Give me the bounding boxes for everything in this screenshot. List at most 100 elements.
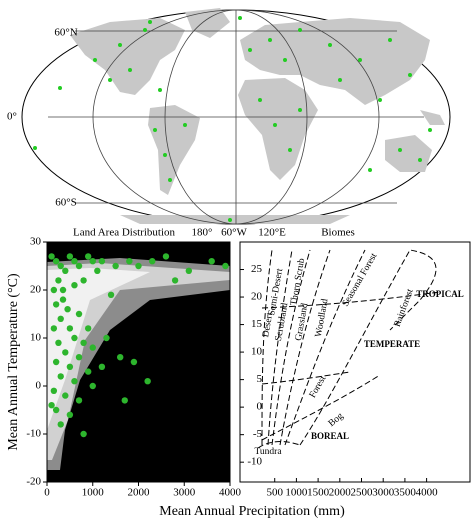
world-map: 60°N 0° 60°S 180° 60°W 120°E bbox=[7, 8, 451, 239]
data-point bbox=[144, 378, 151, 385]
biome-label: Desert bbox=[261, 312, 275, 339]
x-tick-label: 1000 bbox=[82, 487, 105, 499]
data-point bbox=[57, 373, 64, 380]
chart-title: Land Area Distribution bbox=[73, 227, 176, 239]
data-point bbox=[52, 358, 60, 366]
data-point bbox=[84, 368, 92, 375]
y-tick-label: -5 bbox=[253, 428, 263, 440]
biome-label: TEMPERATE bbox=[364, 339, 420, 349]
data-point bbox=[71, 282, 78, 289]
data-point bbox=[75, 397, 83, 404]
biome-boundaries bbox=[257, 249, 441, 449]
x-tick-label: 1500 bbox=[307, 487, 330, 499]
data-point bbox=[135, 262, 142, 270]
x-tick-label: 2000 bbox=[128, 487, 151, 499]
lon-label: 60°W bbox=[221, 227, 247, 239]
data-point bbox=[59, 296, 67, 303]
data-point bbox=[66, 325, 74, 332]
y-tick-label: 0 bbox=[257, 401, 263, 413]
lat-label: 0° bbox=[7, 111, 17, 123]
data-point bbox=[66, 253, 74, 260]
y-tick-label: -10 bbox=[247, 456, 262, 468]
y-axis-label: Mean Annual Temperature (°C) bbox=[6, 273, 21, 451]
y-tick-label: 5 bbox=[257, 373, 263, 385]
data-point bbox=[222, 262, 229, 270]
site-dots bbox=[33, 16, 432, 222]
data-point bbox=[98, 258, 106, 265]
data-point bbox=[84, 253, 92, 260]
data-point bbox=[50, 325, 58, 332]
data-point bbox=[52, 301, 60, 308]
y-tick-label: 20 bbox=[251, 291, 263, 303]
data-point bbox=[80, 339, 87, 346]
data-point bbox=[130, 358, 138, 366]
data-point bbox=[107, 291, 115, 298]
y-tick-label: -10 bbox=[26, 428, 41, 440]
data-point bbox=[80, 430, 87, 438]
data-point bbox=[50, 286, 58, 294]
x-tick-label: 2500 bbox=[351, 487, 374, 499]
data-point bbox=[66, 411, 74, 418]
data-point bbox=[62, 349, 69, 356]
y-tick-label: 20 bbox=[30, 284, 42, 296]
y-tick-label: 10 bbox=[30, 332, 42, 344]
biome-label: BOREAL bbox=[311, 431, 349, 441]
data-point bbox=[149, 258, 156, 265]
x-axis-label: Mean Annual Precipitation (mm) bbox=[159, 504, 345, 519]
y-tick-label: 15 bbox=[251, 318, 263, 330]
data-point bbox=[62, 392, 69, 399]
y-tick-label: -20 bbox=[26, 476, 41, 488]
data-point bbox=[55, 277, 62, 284]
x-tick-label: 4000 bbox=[219, 487, 242, 499]
data-point bbox=[75, 262, 83, 270]
plot-frame bbox=[46, 241, 231, 483]
x-tick-label: 3500 bbox=[394, 487, 417, 499]
data-point bbox=[89, 382, 96, 390]
plot-frame bbox=[239, 241, 471, 483]
lat-label: 60°N bbox=[54, 27, 77, 39]
data-point bbox=[75, 354, 83, 361]
data-point bbox=[112, 262, 119, 270]
data-point bbox=[208, 258, 215, 265]
x-tick-label: 500 bbox=[266, 487, 283, 499]
data-point bbox=[162, 253, 170, 260]
data-point bbox=[80, 277, 87, 284]
data-point bbox=[84, 325, 92, 332]
y-tick-label: 0 bbox=[36, 380, 42, 392]
chart-title: Biomes bbox=[321, 227, 355, 239]
biome-label: Bog bbox=[327, 411, 346, 429]
data-point bbox=[66, 363, 74, 370]
biome-label: Tundra bbox=[254, 447, 282, 457]
data-point bbox=[57, 262, 64, 270]
data-point bbox=[103, 334, 110, 342]
lon-label: 120°E bbox=[258, 227, 286, 239]
x-tick-label: 4000 bbox=[416, 487, 439, 499]
data-point bbox=[50, 387, 58, 394]
lon-label: 180° bbox=[192, 227, 213, 239]
data-point bbox=[64, 306, 71, 313]
x-tick-label: 2000 bbox=[329, 487, 352, 499]
data-point bbox=[71, 334, 78, 342]
data-point bbox=[75, 310, 83, 318]
x-tick-label: 3000 bbox=[372, 487, 395, 499]
x-tick-label: 1000 bbox=[285, 487, 308, 499]
land bbox=[70, 8, 445, 224]
density-cloud bbox=[47, 258, 230, 470]
data-point bbox=[94, 267, 101, 274]
data-point bbox=[52, 258, 60, 265]
data-point bbox=[89, 258, 96, 265]
data-point bbox=[57, 421, 64, 428]
data-point bbox=[62, 267, 69, 274]
y-tick-label: 25 bbox=[251, 263, 263, 275]
lat-label: 60°S bbox=[55, 197, 77, 209]
data-point bbox=[52, 406, 60, 414]
data-point bbox=[185, 267, 193, 274]
data-point bbox=[89, 344, 96, 351]
biome-label: Rainforest bbox=[392, 287, 416, 328]
data-point bbox=[121, 397, 128, 404]
data-point bbox=[59, 286, 67, 294]
data-point bbox=[98, 363, 106, 370]
data-point bbox=[48, 253, 55, 260]
x-tick-label: 0 bbox=[44, 487, 50, 499]
